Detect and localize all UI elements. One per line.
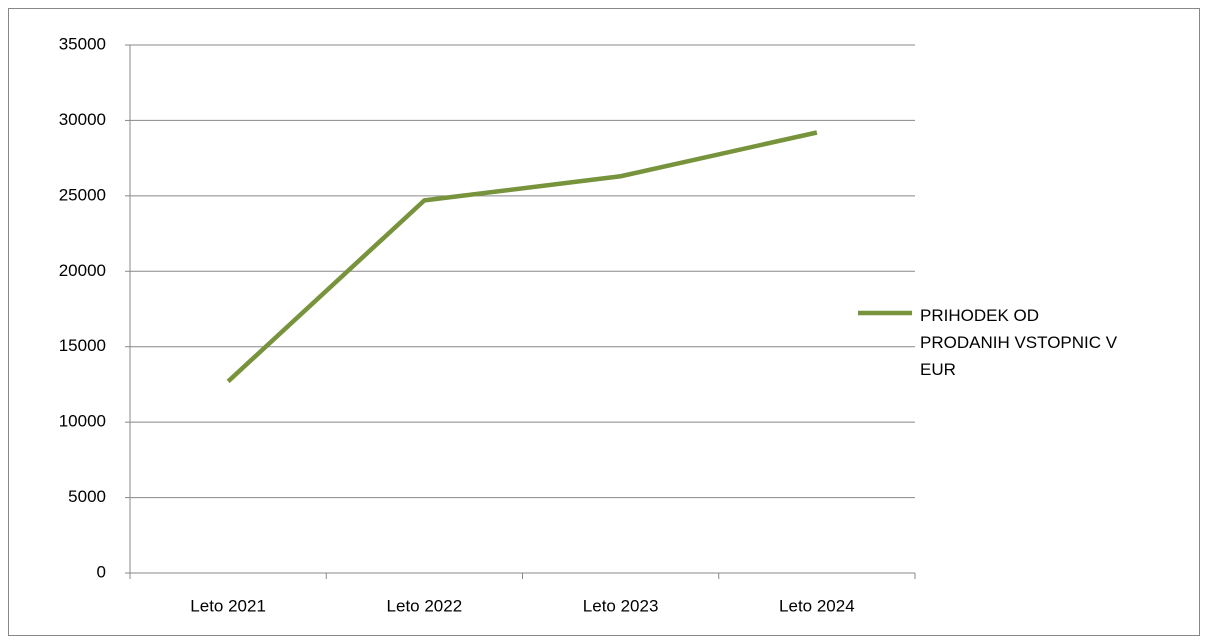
data-line [226, 130, 818, 384]
legend-label: PRIHODEK OD PRODANIH VSTOPNIC V EUR [920, 306, 1118, 379]
x-tick-label: Leto 2023 [583, 596, 659, 615]
x-tick-label: Leto 2021 [190, 596, 266, 615]
x-tick-label: Leto 2024 [779, 596, 855, 615]
chart-frame [8, 8, 1200, 636]
y-tick-label: 10000 [59, 412, 106, 431]
y-tick-label: 20000 [59, 261, 106, 280]
y-tick-label: 15000 [59, 336, 106, 355]
x-tick-label: Leto 2022 [387, 596, 463, 615]
y-tick-label: 0 [97, 562, 106, 581]
y-tick-label: 25000 [59, 185, 106, 204]
y-tick-label: 5000 [68, 487, 106, 506]
y-tick-label: 30000 [59, 110, 106, 129]
y-tick-label: 35000 [59, 34, 106, 53]
